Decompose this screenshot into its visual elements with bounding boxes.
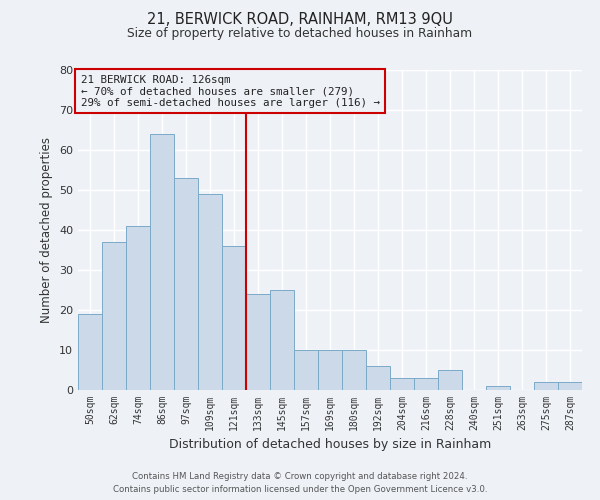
Bar xyxy=(174,178,198,390)
Bar xyxy=(414,378,438,390)
Text: Size of property relative to detached houses in Rainham: Size of property relative to detached ho… xyxy=(127,28,473,40)
Bar xyxy=(78,314,102,390)
Bar xyxy=(390,378,414,390)
Text: 21 BERWICK ROAD: 126sqm
← 70% of detached houses are smaller (279)
29% of semi-d: 21 BERWICK ROAD: 126sqm ← 70% of detache… xyxy=(80,75,380,108)
Text: Contains public sector information licensed under the Open Government Licence v3: Contains public sector information licen… xyxy=(113,485,487,494)
Bar xyxy=(102,242,126,390)
Bar xyxy=(198,194,222,390)
Bar xyxy=(438,370,462,390)
Bar xyxy=(534,382,558,390)
Bar xyxy=(558,382,582,390)
Bar xyxy=(150,134,174,390)
Bar xyxy=(486,386,510,390)
X-axis label: Distribution of detached houses by size in Rainham: Distribution of detached houses by size … xyxy=(169,438,491,452)
Bar xyxy=(126,226,150,390)
Bar xyxy=(342,350,366,390)
Text: 21, BERWICK ROAD, RAINHAM, RM13 9QU: 21, BERWICK ROAD, RAINHAM, RM13 9QU xyxy=(147,12,453,28)
Y-axis label: Number of detached properties: Number of detached properties xyxy=(40,137,53,323)
Bar xyxy=(294,350,318,390)
Bar xyxy=(366,366,390,390)
Bar xyxy=(246,294,270,390)
Bar xyxy=(318,350,342,390)
Text: Contains HM Land Registry data © Crown copyright and database right 2024.: Contains HM Land Registry data © Crown c… xyxy=(132,472,468,481)
Bar xyxy=(222,246,246,390)
Bar xyxy=(270,290,294,390)
